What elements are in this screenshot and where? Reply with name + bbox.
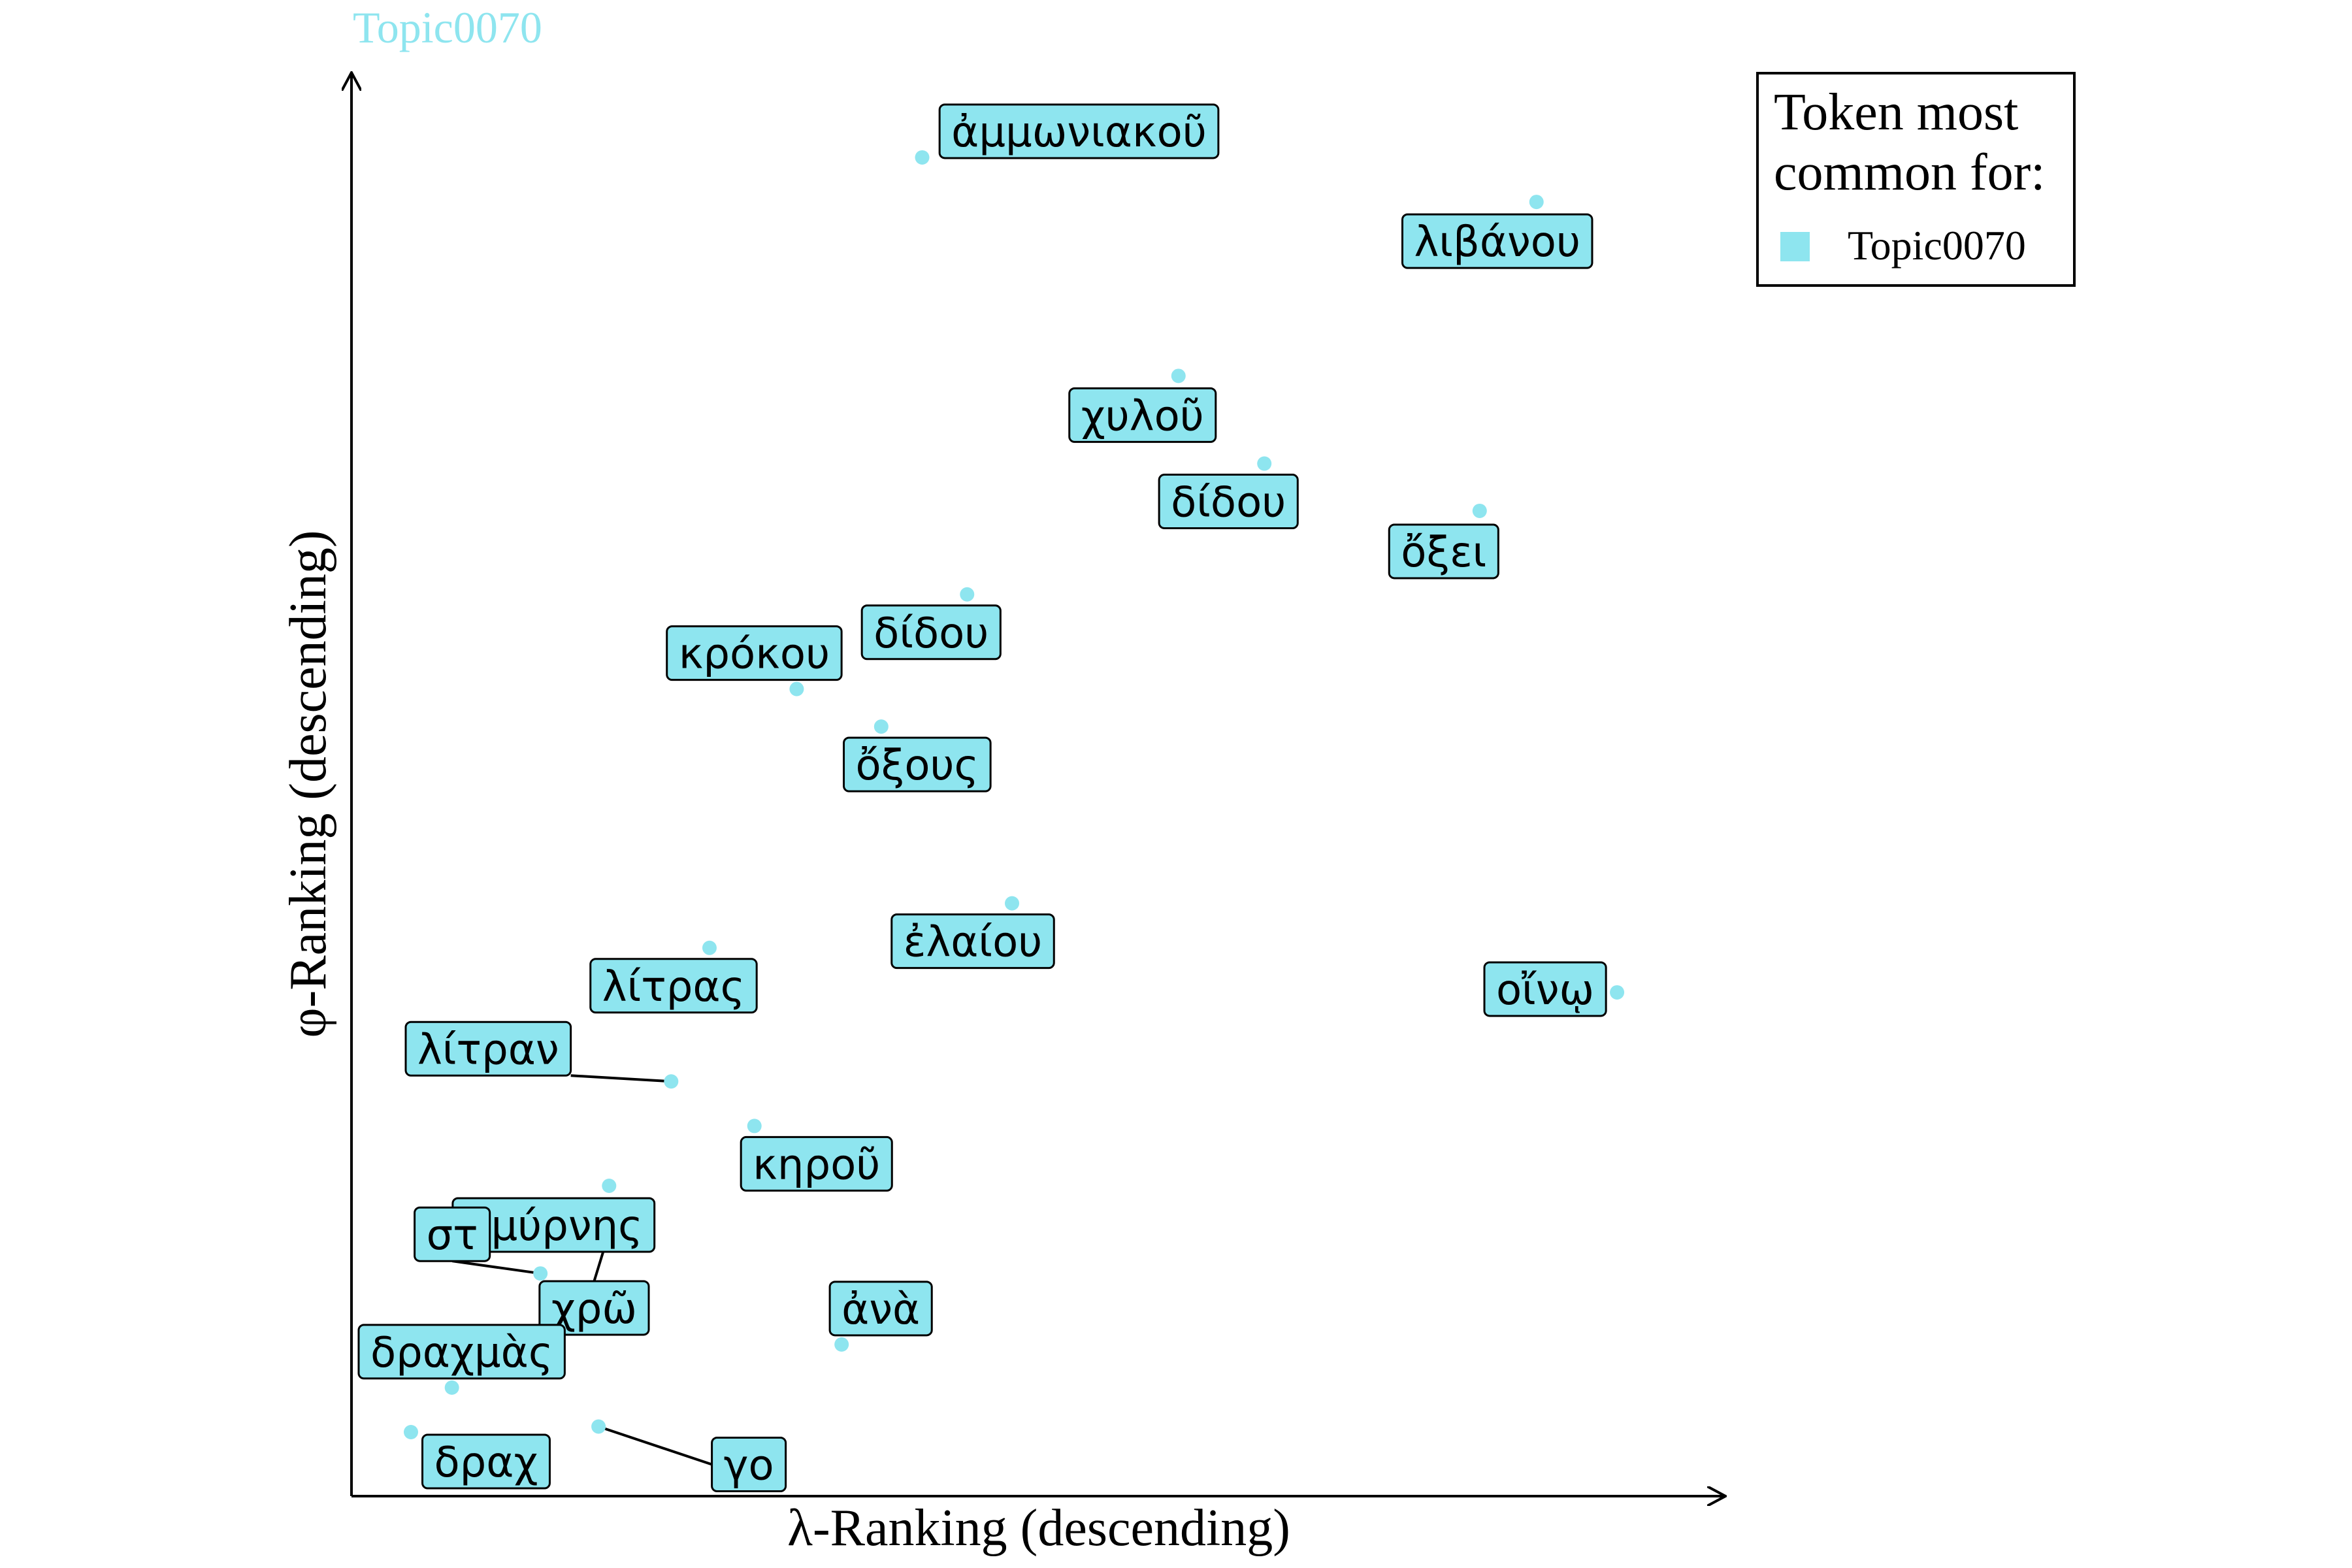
data-label-box <box>421 1433 551 1490</box>
data-label-box <box>1068 387 1217 443</box>
data-label-box <box>843 736 992 792</box>
data-label: στ <box>414 1206 491 1262</box>
data-label: χρῶ <box>538 1280 650 1336</box>
data-label-text: ἀμμωνιακοῦ <box>951 108 1207 157</box>
data-point <box>1610 985 1625 1000</box>
data-label-text: ἐλαίου <box>904 919 1043 967</box>
data-label: χυλοῦ <box>1068 387 1217 443</box>
data-point <box>1005 896 1019 911</box>
data-point <box>1257 456 1272 471</box>
data-point <box>702 940 717 955</box>
data-label-text: δραχ <box>434 1439 538 1487</box>
data-point <box>915 150 930 165</box>
data-label-text: λιβάνου <box>1414 218 1580 267</box>
data-label-box <box>589 958 758 1014</box>
data-label: δραχμὰς <box>357 1324 566 1380</box>
data-label: δίδου <box>1158 474 1299 530</box>
data-label-box <box>538 1280 650 1336</box>
y-axis-label: φ-Ranking (descending) <box>280 530 337 1037</box>
data-label-box <box>404 1021 572 1077</box>
data-label-text: δίδου <box>874 610 988 658</box>
data-label: λίτραν <box>404 1021 572 1077</box>
data-label-box <box>1158 474 1299 530</box>
data-label: ἀνὰ <box>828 1281 933 1337</box>
data-label-text: σμύρνης <box>465 1202 643 1250</box>
data-point <box>533 1266 548 1281</box>
data-label-text: ὄξει <box>1401 529 1486 577</box>
data-label: γο <box>711 1437 787 1492</box>
data-label: οἴνῳ <box>1483 961 1607 1017</box>
data-label-box <box>666 625 843 681</box>
data-label: λίτρας <box>589 958 758 1014</box>
data-label-text: κρόκου <box>679 630 830 679</box>
leader-line <box>570 1074 672 1083</box>
data-label-box <box>938 103 1220 159</box>
data-label-box <box>414 1206 491 1262</box>
data-point <box>834 1337 849 1352</box>
data-point <box>602 1179 617 1194</box>
data-label-text: γο <box>724 1442 774 1490</box>
data-label-text: κηροῦ <box>753 1141 880 1189</box>
data-point <box>960 587 975 602</box>
legend-frame <box>1756 72 2076 287</box>
data-label-text: χρῶ <box>551 1285 637 1333</box>
data-label-box <box>740 1135 893 1192</box>
data-label-text: δίδου <box>1171 479 1286 527</box>
data-label: ἐλαίου <box>890 913 1055 970</box>
legend: Token most common for: Topic0070 <box>1756 72 2076 287</box>
leader-lines <box>451 1074 713 1466</box>
data-label: δραχ <box>421 1433 551 1490</box>
data-label-text: ἀνὰ <box>841 1286 920 1334</box>
data-label-box <box>860 604 1002 661</box>
legend-entry-label: Topic0070 <box>1848 222 2026 269</box>
data-label-box <box>711 1437 787 1492</box>
data-label-box <box>828 1281 933 1337</box>
data-label-text: δραχμὰς <box>370 1329 553 1377</box>
data-labels: ἀμμωνιακοῦ λιβάνου χυλοῦ δίδου ὄξει δίδου κρόκ… <box>357 103 1607 1492</box>
data-label-text: λίτρας <box>602 963 745 1011</box>
data-label: κρόκου <box>666 625 843 681</box>
data-label-box <box>1388 523 1499 580</box>
data-label-box <box>357 1324 566 1380</box>
data-label-text: ὄξους <box>856 742 979 790</box>
data-point <box>444 1380 459 1395</box>
data-point <box>664 1074 679 1089</box>
data-label-box <box>1483 961 1607 1017</box>
data-label-text: στ <box>427 1211 478 1260</box>
data-label: κηροῦ <box>740 1135 893 1192</box>
data-label-text: οἴνῳ <box>1496 966 1594 1015</box>
leader-line <box>451 1260 541 1275</box>
data-label: ὄξους <box>843 736 992 792</box>
data-point <box>747 1119 762 1134</box>
chart-title: Topic0070 <box>353 3 542 52</box>
data-label-box <box>890 913 1055 970</box>
data-label-text: λίτραν <box>417 1026 559 1074</box>
data-point <box>403 1425 418 1440</box>
data-point <box>1529 195 1544 210</box>
data-points <box>403 150 1625 1440</box>
legend-swatch <box>1780 232 1810 261</box>
data-point <box>1171 368 1186 384</box>
data-label: σμύρνης <box>451 1197 656 1253</box>
data-point <box>789 681 804 696</box>
data-label: ἀμμωνιακοῦ <box>938 103 1220 159</box>
leader-line <box>598 1425 713 1466</box>
data-point <box>1472 503 1487 518</box>
data-label: δίδου <box>860 604 1002 661</box>
data-label-box <box>1401 213 1593 269</box>
data-label-text: χυλοῦ <box>1081 392 1204 440</box>
legend-title-line-1: Token most <box>1774 84 2018 141</box>
legend-title-line-2: common for: <box>1774 144 2045 201</box>
data-point <box>874 719 889 734</box>
data-point <box>591 1419 606 1434</box>
x-axis-label: λ-Ranking (descending) <box>787 1499 1290 1557</box>
data-label: ὄξει <box>1388 523 1499 580</box>
data-label: λιβάνου <box>1401 213 1593 269</box>
